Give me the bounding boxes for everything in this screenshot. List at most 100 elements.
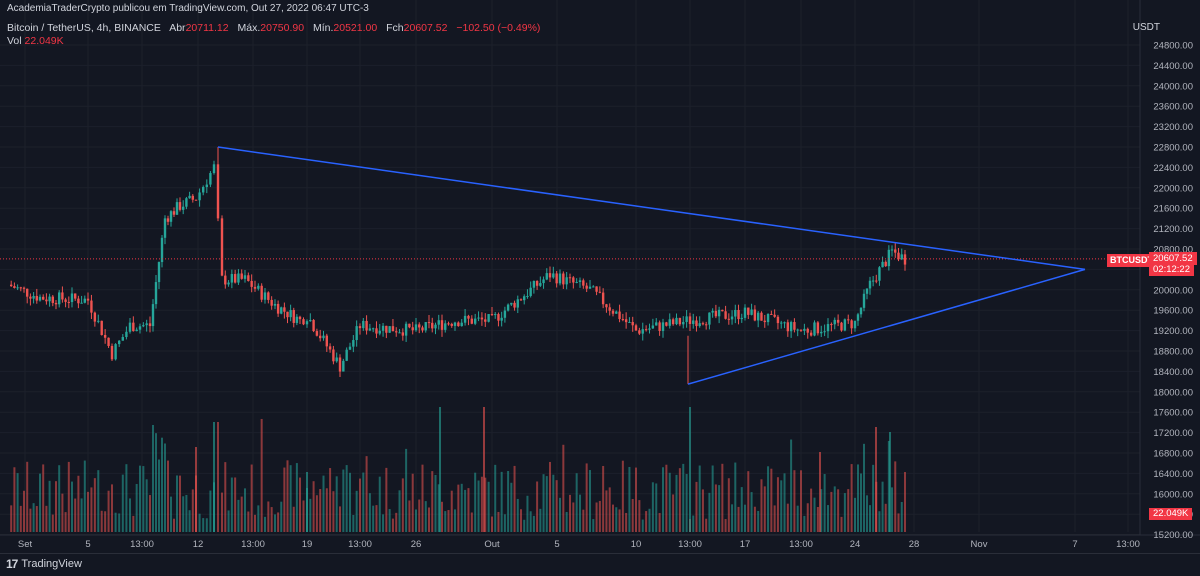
volume-spike: [195, 447, 197, 532]
volume-bar: [891, 487, 893, 532]
candle-body: [865, 288, 869, 294]
tradingview-logo-icon: 17: [6, 557, 18, 571]
volume-bar: [507, 471, 510, 532]
symbol-description[interactable]: Bitcoin / TetherUS, 4h, BINANCE: [7, 22, 161, 34]
axis-unit[interactable]: USDT: [1132, 22, 1160, 33]
candle-body: [592, 286, 595, 288]
volume-bar: [107, 490, 110, 532]
volume-bar: [869, 505, 871, 532]
candle-body: [816, 322, 820, 334]
candle-body: [424, 322, 427, 331]
volume-bar: [289, 465, 292, 532]
volume-bar: [51, 514, 54, 532]
candle-body: [29, 296, 32, 299]
volume-bar: [447, 510, 450, 532]
high-value: 20750.90: [260, 22, 305, 34]
volume-bar: [860, 473, 862, 532]
volume-bar: [312, 481, 315, 532]
volume-bar: [332, 491, 335, 532]
candle-body: [760, 312, 763, 321]
candle-body: [103, 334, 107, 338]
candle-body: [503, 310, 507, 318]
volume-bar: [45, 505, 48, 532]
candle-body: [315, 331, 319, 336]
candle-body: [421, 327, 424, 331]
volume-legend: Vol 22.049K: [7, 35, 64, 47]
volume-bar: [655, 483, 658, 532]
candle-body: [67, 301, 70, 303]
candle-body: [395, 331, 398, 333]
candle-body: [286, 311, 289, 318]
volume-bar: [796, 505, 799, 532]
candle-body: [704, 324, 708, 326]
volume-bar: [349, 472, 351, 532]
candle-body: [260, 285, 263, 300]
candle-body: [618, 311, 621, 320]
candle-body: [371, 328, 375, 330]
volume-bar: [615, 507, 618, 532]
price-tick-label: 22400.00: [1153, 163, 1193, 174]
volume-bar: [810, 488, 813, 532]
candle-body: [77, 298, 80, 304]
candle-body: [773, 314, 776, 317]
candle-body: [188, 195, 191, 199]
candle-body: [780, 322, 783, 324]
candle-body: [178, 202, 182, 210]
candle-body: [233, 274, 237, 283]
price-axis[interactable]: 24800.00 24400.00 24000.00 23600.00 23200.00…: [1153, 41, 1193, 542]
candle-body: [480, 317, 484, 320]
candle-body: [437, 320, 440, 325]
candle-body: [631, 321, 634, 326]
candle-body: [526, 295, 529, 297]
price-tick-label: 21200.00: [1153, 224, 1193, 235]
candle-body: [529, 287, 532, 296]
volume-bar: [32, 503, 35, 532]
time-tick-label: 7: [1072, 539, 1077, 550]
volume-bar: [83, 460, 86, 532]
candle-body: [847, 319, 850, 321]
volume-bar: [648, 508, 651, 532]
time-tick-label: 10: [631, 539, 642, 550]
trendlines[interactable]: [217, 146, 1086, 385]
volume-bar: [58, 465, 61, 532]
candle-body: [368, 328, 372, 331]
candle-body: [878, 267, 881, 281]
candle-body: [83, 298, 86, 303]
volume-bar: [526, 495, 529, 532]
candle-body: [615, 311, 618, 314]
price-tick-label: 17600.00: [1153, 408, 1193, 419]
tradingview-logo[interactable]: 17 TradingView: [6, 557, 82, 571]
candle-body: [401, 332, 405, 336]
candle-body: [348, 346, 352, 350]
volume-bar: [523, 519, 526, 532]
candle-body: [154, 282, 158, 305]
volume-bar: [884, 503, 887, 532]
candle-body: [362, 320, 365, 329]
price-tick-label: 18800.00: [1153, 347, 1193, 358]
volume-bar: [71, 481, 73, 532]
volume-bar: [182, 496, 185, 532]
candle-body: [605, 304, 608, 308]
volume-bar: [645, 511, 648, 532]
volume-spike: [439, 407, 441, 532]
candle-body: [212, 164, 216, 174]
candle-body: [585, 285, 588, 289]
support-trendline: [687, 268, 1086, 385]
volume-bar: [536, 481, 539, 532]
volume-bar: [470, 512, 473, 532]
candle-body: [671, 319, 675, 325]
candle-body: [319, 335, 322, 339]
candle-body: [434, 324, 437, 329]
candle-body: [766, 313, 770, 323]
volume-bar: [595, 502, 598, 532]
candle-body: [355, 326, 358, 341]
candle-body: [358, 326, 362, 329]
candle-body: [714, 310, 718, 317]
candle-body: [711, 310, 714, 313]
time-axis[interactable]: Set 5 13:00 12 13:00 19 13:00 26 Out 5 10 13:00 17 13…: [18, 539, 1140, 550]
volume-bar: [424, 501, 427, 532]
volume-bar: [391, 518, 394, 532]
candle-body: [558, 273, 562, 284]
volume-bar: [454, 509, 456, 532]
